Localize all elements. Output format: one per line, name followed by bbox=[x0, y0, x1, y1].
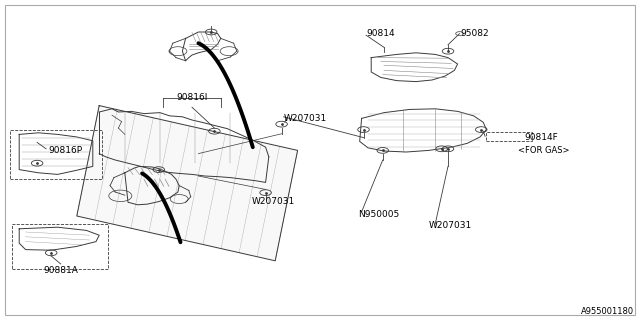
Text: 90814F: 90814F bbox=[525, 133, 559, 142]
Text: 90881A: 90881A bbox=[44, 266, 78, 275]
Bar bbox=[12, 224, 108, 269]
Text: 90816P: 90816P bbox=[48, 146, 82, 155]
Text: 95082: 95082 bbox=[461, 29, 490, 38]
Bar bbox=[10, 130, 102, 179]
Text: <FOR GAS>: <FOR GAS> bbox=[518, 146, 570, 155]
Text: 90814: 90814 bbox=[367, 29, 396, 38]
Text: W207031: W207031 bbox=[429, 221, 472, 230]
Polygon shape bbox=[77, 106, 298, 261]
Text: W207031: W207031 bbox=[284, 114, 327, 123]
Text: A955001180: A955001180 bbox=[580, 307, 634, 316]
Text: W207031: W207031 bbox=[252, 197, 295, 206]
Text: N950005: N950005 bbox=[358, 210, 399, 219]
Text: 90816I: 90816I bbox=[176, 93, 208, 102]
Bar bbox=[486, 132, 532, 141]
